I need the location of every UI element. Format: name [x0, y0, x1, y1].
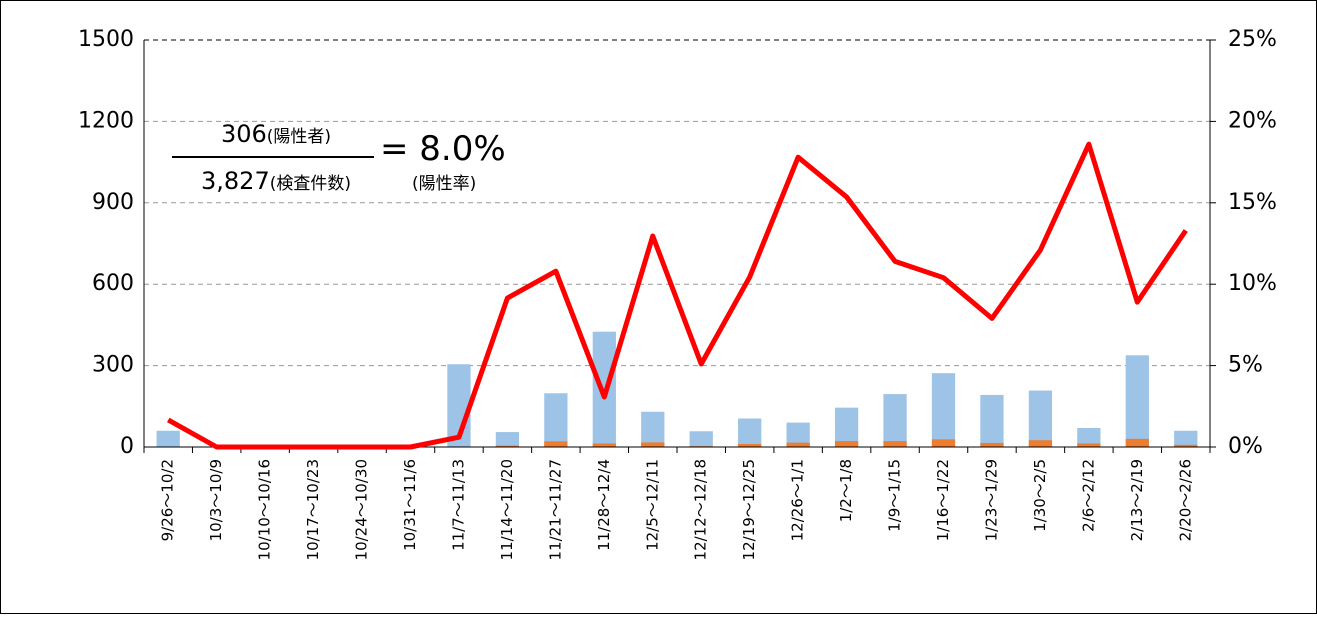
x-tick-label: 1/16～1/22 [934, 459, 952, 541]
x-tick-label: 12/5～12/11 [643, 459, 661, 551]
bar [738, 419, 761, 447]
bar [593, 443, 616, 447]
x-tick-label: 11/28～12/4 [595, 459, 613, 551]
x-tick-label: 2/13～2/19 [1128, 459, 1146, 541]
bar [641, 412, 664, 447]
bar [883, 441, 906, 447]
y2-tick-label: 20% [1228, 108, 1277, 133]
bar [932, 439, 955, 447]
x-tick-label: 11/21～11/27 [546, 459, 564, 560]
result: = 8.0% [380, 129, 506, 169]
bar [1174, 431, 1197, 447]
bar [932, 373, 955, 447]
x-tick-label: 11/7～11/13 [449, 459, 467, 551]
bar [787, 443, 810, 447]
x-tick-label: 10/17～10/23 [304, 459, 322, 560]
y-tick-label: 1500 [78, 27, 134, 52]
numerator-unit: (陽性者) [267, 127, 331, 147]
x-tick-label: 10/10～10/16 [256, 459, 274, 560]
x-tick-label: 9/26～10/2 [159, 459, 177, 541]
bar [544, 441, 567, 447]
bar [980, 395, 1003, 447]
y-tick-label: 0 [120, 434, 134, 459]
y-tick-label: 1200 [78, 108, 134, 133]
bar [835, 441, 858, 447]
y2-tick-label: 15% [1228, 190, 1277, 215]
x-tick-label: 1/2～1/8 [837, 459, 855, 522]
y2-tick-label: 0% [1228, 434, 1263, 459]
y2-tick-label: 10% [1228, 271, 1277, 296]
x-tick-label: 1/23～1/29 [982, 459, 1000, 541]
result-label: (陽性率) [412, 174, 476, 194]
denominator-value: 3,827 [201, 167, 270, 195]
y-tick-label: 900 [92, 190, 134, 215]
bar [544, 393, 567, 447]
bar [1126, 439, 1149, 447]
y2-tick-label: 25% [1228, 27, 1277, 52]
bar [157, 431, 180, 447]
y2-tick-label: 5% [1228, 353, 1263, 378]
bar [1029, 440, 1052, 447]
bar [1077, 443, 1100, 447]
x-tick-label: 10/3～10/9 [207, 459, 225, 541]
bar [980, 443, 1003, 447]
x-tick-label: 12/12～12/18 [692, 459, 710, 560]
y-tick-label: 600 [92, 271, 134, 296]
y-tick-label: 300 [92, 353, 134, 378]
x-tick-label: 10/24～10/30 [353, 459, 371, 560]
x-tick-label: 12/26～1/1 [789, 459, 807, 541]
bar [496, 432, 519, 447]
bar [883, 394, 906, 447]
x-tick-label: 2/20～2/26 [1176, 459, 1194, 541]
x-tick-label: 1/30～2/5 [1031, 459, 1049, 532]
numerator-value: 306 [221, 120, 267, 148]
x-tick-label: 2/6～2/12 [1079, 459, 1097, 532]
denominator-unit: (検査件数) [270, 174, 351, 194]
x-tick-label: 11/14～11/20 [498, 459, 516, 560]
x-tick-label: 1/9～1/15 [886, 459, 904, 532]
bar [690, 431, 713, 447]
bar [1029, 391, 1052, 447]
bar [641, 442, 664, 447]
bar [1126, 355, 1149, 447]
x-tick-label: 10/31～11/6 [401, 459, 419, 551]
x-tick-label: 12/19～12/25 [740, 459, 758, 560]
